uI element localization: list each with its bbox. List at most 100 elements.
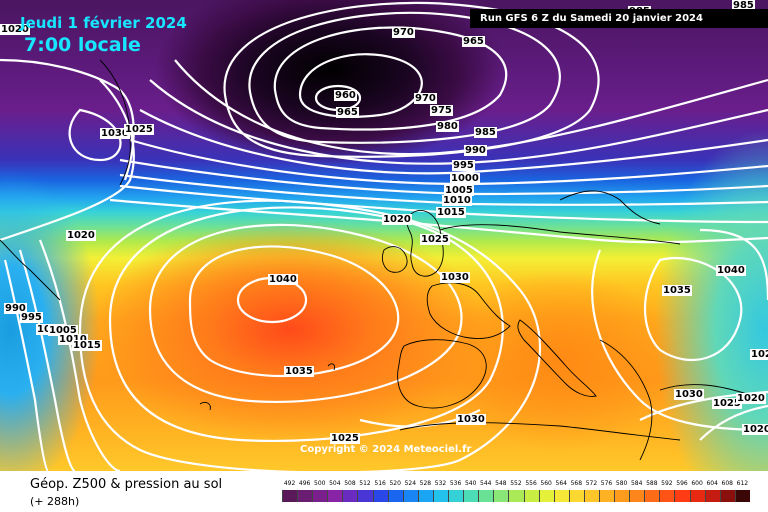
scale-value: 608 <box>721 480 733 487</box>
coast-north-sea <box>439 224 681 245</box>
isobar-label: 1030 <box>674 389 704 400</box>
scale-swatch <box>493 490 509 502</box>
isobar-1035-east <box>644 257 743 362</box>
scale-step: 596 <box>674 480 690 502</box>
scale-step: 544 <box>478 480 494 502</box>
scale-step: 576 <box>598 480 615 502</box>
isobar-label: 1020 <box>742 424 768 435</box>
isobar-label: 1040 <box>268 274 298 285</box>
isobar-label: 1010 <box>442 195 472 206</box>
isobar-1030-east <box>591 249 768 432</box>
scale-swatch <box>402 490 418 502</box>
scale-step: 536 <box>448 480 464 502</box>
coast-turkey <box>659 384 751 396</box>
isobar-label: 1005 <box>444 185 474 196</box>
scale-value: 604 <box>706 480 718 487</box>
chart-title: Géop. Z500 & pression au sol <box>30 477 223 492</box>
run-banner: Run GFS 6 Z du Samedi 20 janvier 2024 <box>470 9 768 28</box>
scale-swatch <box>523 490 539 502</box>
coast-balkans <box>599 339 653 461</box>
scale-step: 552 <box>508 480 524 502</box>
scale-swatch <box>327 490 343 502</box>
isobar-label: 1025 <box>420 234 450 245</box>
isobar-label: 1025 <box>124 124 154 135</box>
forecast-time: 7:00 locale <box>24 34 141 56</box>
isobar-1030-west <box>68 108 122 162</box>
isobar-label: 990 <box>4 303 27 314</box>
legend-footer: Géop. Z500 & pression au sol (+ 288h) 49… <box>0 471 768 512</box>
scale-swatch <box>568 490 584 502</box>
isobar-label: 965 <box>336 107 359 118</box>
isobar-1010-west <box>18 249 76 471</box>
scale-swatch <box>674 490 690 502</box>
scale-step: 572 <box>583 480 599 502</box>
isobar-label: 1020 <box>736 393 766 404</box>
scale-step: 532 <box>432 480 449 502</box>
scale-swatch <box>689 490 705 502</box>
scale-value: 516 <box>374 480 386 487</box>
scale-swatch <box>387 490 403 502</box>
coastlines <box>0 59 751 461</box>
isobar-label: 1030 <box>100 128 130 139</box>
scale-value: 592 <box>661 480 673 487</box>
coast-azores <box>199 401 211 411</box>
isobar-label: 1025 <box>712 398 742 409</box>
scale-swatch <box>357 490 373 502</box>
scale-value: 548 <box>495 480 507 487</box>
scale-swatch <box>553 490 569 502</box>
scale-step: 612 <box>734 480 750 502</box>
scale-swatch <box>598 490 615 502</box>
scale-step: 604 <box>704 480 720 502</box>
scale-step: 492 <box>282 480 298 502</box>
isobar-label: 995 <box>20 312 43 323</box>
scale-step: 548 <box>493 480 509 502</box>
scale-value: 556 <box>525 480 537 487</box>
copyright-text: Copyright © 2024 Meteociel.fr <box>300 444 472 455</box>
isobar-1015 <box>119 184 768 224</box>
scale-swatch <box>583 490 599 502</box>
isobar-995 <box>139 109 768 175</box>
isobar-label: 985 <box>474 127 497 138</box>
scale-step: 560 <box>538 480 554 502</box>
isobar-label: 990 <box>464 145 487 156</box>
scale-step: 520 <box>387 480 403 502</box>
scale-step: 504 <box>327 480 343 502</box>
isobar-label: 1025 <box>750 349 768 360</box>
scale-swatch <box>614 490 630 502</box>
scale-swatch <box>704 490 720 502</box>
isobar-label: 1015 <box>436 207 466 218</box>
scale-step: 500 <box>312 480 328 502</box>
isobar-970 <box>273 26 508 131</box>
coast-ireland <box>381 246 408 273</box>
scale-value: 580 <box>615 480 628 487</box>
scale-value: 508 <box>344 480 356 487</box>
scale-swatch <box>417 490 433 502</box>
scale-step: 508 <box>342 480 358 502</box>
scale-value: 596 <box>676 480 688 487</box>
isobar-990 <box>149 79 768 165</box>
isobar-label: 1020 <box>66 230 96 241</box>
isobar-1035 <box>188 245 400 378</box>
isobar-label: 960 <box>334 90 357 101</box>
scale-step: 568 <box>568 480 584 502</box>
scale-swatch <box>448 490 464 502</box>
isobar-label: 1030 <box>456 414 486 425</box>
scale-step: 556 <box>523 480 539 502</box>
scale-swatch <box>629 490 645 502</box>
scale-value: 552 <box>510 480 522 487</box>
scale-value: 588 <box>646 480 658 487</box>
isobar-label: 1000 <box>450 173 480 184</box>
scale-swatch <box>644 490 660 502</box>
isobar-1030-center <box>148 223 463 404</box>
isobar-label: 965 <box>462 36 485 47</box>
coast-great-britain <box>406 210 444 277</box>
scale-value: 492 <box>283 480 296 487</box>
isobar-980 <box>223 1 600 158</box>
scale-value: 584 <box>630 480 643 487</box>
coast-greenland-east <box>99 59 131 186</box>
scale-value: 496 <box>298 480 311 487</box>
coast-madeira <box>327 363 335 371</box>
isobar-label: 1030 <box>440 272 470 283</box>
scale-value: 504 <box>329 480 341 487</box>
